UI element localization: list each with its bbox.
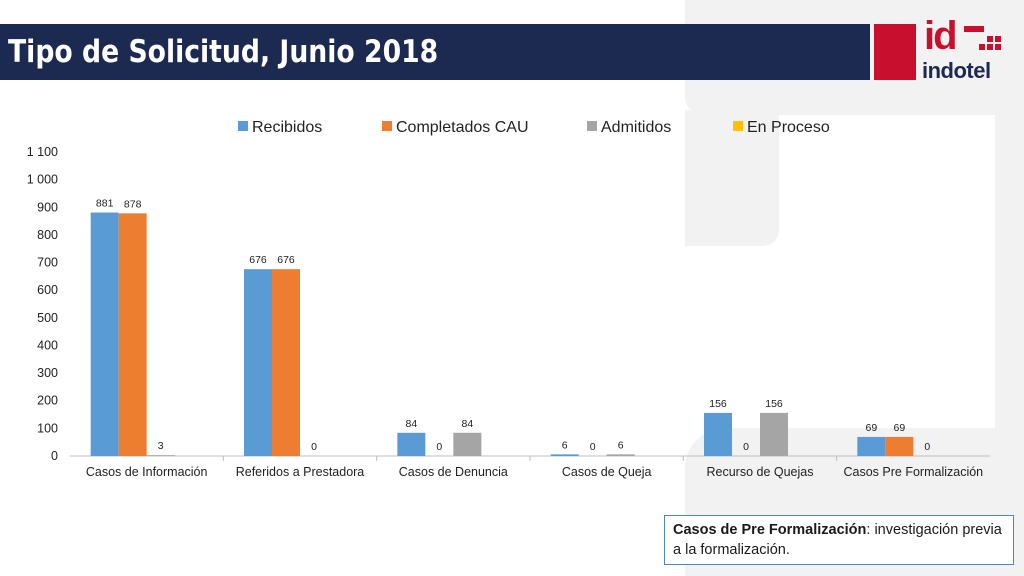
y-tick-label: 100 — [37, 421, 58, 435]
logo-mark: id — [924, 14, 958, 58]
data-label: 881 — [96, 198, 114, 210]
legend-swatch — [587, 121, 597, 131]
y-tick-label: 800 — [37, 228, 58, 242]
x-tick-label: Recurso de Quejas — [706, 465, 813, 479]
data-label: 84 — [405, 418, 417, 430]
x-tick-label: Casos de Denuncia — [399, 465, 508, 479]
bar — [550, 454, 579, 456]
bar — [857, 436, 886, 456]
page-title: Tipo de Solicitud, Junio 2018 — [8, 34, 439, 70]
data-label: 0 — [311, 441, 317, 453]
y-tick-label: 600 — [37, 283, 58, 297]
data-label: 0 — [924, 441, 930, 453]
y-tick-label: 700 — [37, 256, 58, 270]
data-label: 156 — [765, 398, 783, 410]
data-label: 69 — [893, 422, 905, 434]
background-card — [726, 330, 994, 428]
title-bar: Tipo de Solicitud, Junio 2018 — [0, 24, 870, 80]
x-tick-label: Casos Pre Formalización — [844, 465, 984, 479]
data-label: 69 — [865, 422, 877, 434]
legend-label: Completados CAU — [396, 119, 529, 136]
logo-wordmark: indotel — [922, 58, 991, 83]
data-label: 6 — [562, 439, 568, 451]
bar — [453, 432, 482, 456]
data-label: 0 — [590, 441, 596, 453]
bar — [118, 213, 147, 456]
bar — [885, 436, 914, 456]
data-label: 0 — [743, 441, 749, 453]
legend-swatch — [733, 121, 743, 131]
y-tick-label: 400 — [37, 338, 58, 352]
y-tick-label: 300 — [37, 366, 58, 380]
data-label: 156 — [709, 398, 727, 410]
bar — [397, 432, 426, 456]
data-label: 6 — [618, 439, 624, 451]
data-label: 878 — [124, 198, 142, 210]
data-label: 676 — [277, 254, 295, 266]
legend-label: Admitidos — [601, 119, 671, 136]
x-tick-label: Casos de Queja — [562, 465, 652, 479]
bar — [146, 455, 175, 456]
legend-label: En Proceso — [747, 119, 830, 136]
logo-dots-icon — [964, 26, 1001, 50]
bar — [244, 269, 272, 456]
bar — [606, 454, 635, 456]
bar — [90, 212, 119, 456]
y-tick-label: 500 — [37, 311, 58, 325]
y-tick-label: 1 100 — [27, 145, 58, 159]
data-label: 676 — [249, 254, 267, 266]
background-panel-middle — [685, 110, 779, 246]
data-label: 84 — [461, 418, 473, 430]
bar — [704, 412, 732, 456]
y-tick-label: 900 — [37, 200, 58, 214]
x-tick-label: Referidos a Prestadora — [236, 465, 365, 479]
y-tick-label: 1 000 — [27, 173, 58, 187]
definition-note: Casos de Pre Formalización: investigació… — [664, 515, 1014, 565]
note-definition: : investigación previa a la formalizació… — [673, 522, 1002, 558]
indotel-logo: id indotel — [922, 14, 1004, 86]
legend-swatch — [382, 121, 392, 131]
legend-swatch — [238, 121, 248, 131]
data-label: 0 — [436, 441, 442, 453]
bar — [272, 269, 300, 456]
logo-red-block — [874, 24, 916, 80]
y-tick-label: 0 — [51, 449, 58, 463]
bar — [760, 412, 788, 456]
note-term: Casos de Pre Formalización — [673, 522, 867, 538]
legend-label: Recibidos — [252, 119, 322, 136]
x-tick-label: Casos de Información — [86, 465, 208, 479]
y-tick-label: 200 — [37, 394, 58, 408]
data-label: 3 — [158, 440, 164, 452]
